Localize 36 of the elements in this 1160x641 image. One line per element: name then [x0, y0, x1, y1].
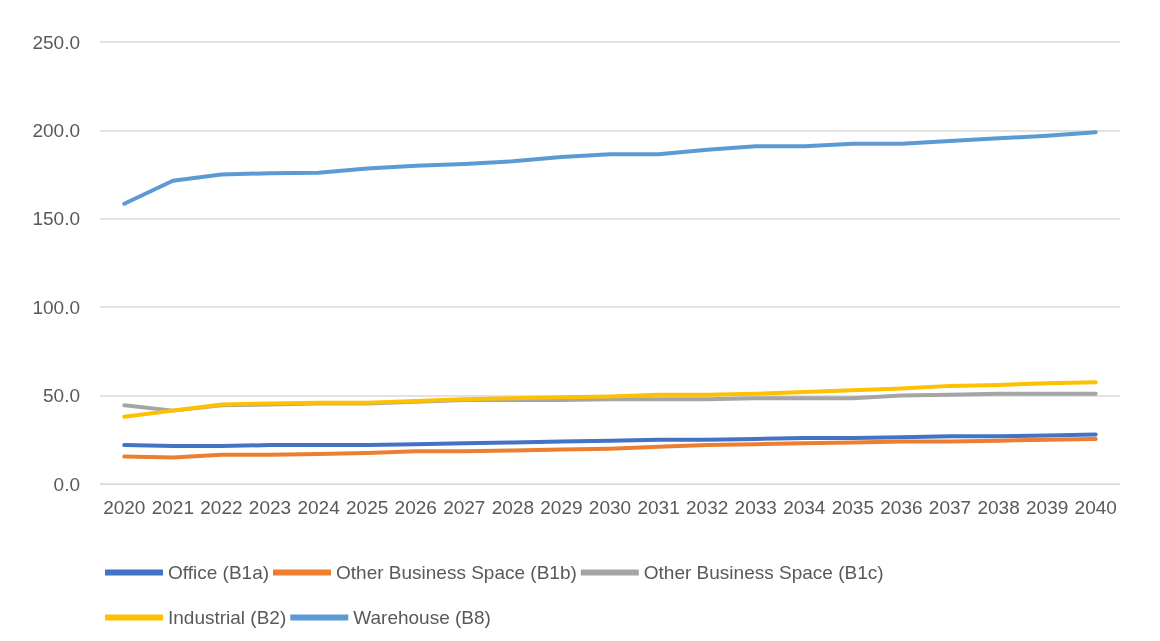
y-tick-label: 200.0	[32, 119, 80, 141]
x-tick-label: 2028	[491, 497, 534, 518]
x-tick-label: 2023	[248, 497, 292, 518]
x-tick-label: 2024	[297, 497, 341, 518]
y-tick-label: 250.0	[32, 31, 80, 53]
x-tick-label: 2030	[588, 497, 632, 518]
legend-label: Industrial (B2)	[168, 607, 287, 628]
x-tick-label: 2029	[540, 497, 583, 518]
x-tick-label: 2026	[394, 497, 437, 518]
x-tick-label: 2039	[1026, 497, 1069, 518]
y-tick-label: 50.0	[43, 385, 80, 407]
x-tick-label: 2038	[977, 497, 1020, 518]
x-tick-label: 2020	[103, 497, 146, 518]
line-series	[122, 436, 1098, 460]
x-tick-label: 2040	[1074, 497, 1117, 518]
x-tick-label: 2025	[346, 497, 389, 518]
y-tick-label: 100.0	[32, 296, 80, 318]
x-tick-label: 2032	[686, 497, 729, 518]
x-tick-label: 2036	[880, 497, 923, 518]
y-tick-label: 150.0	[32, 208, 80, 230]
x-tick-label: 2031	[637, 497, 680, 518]
x-tick-label: 2033	[734, 497, 777, 518]
line-series	[122, 380, 1098, 419]
x-tick-label: 2034	[783, 497, 826, 518]
line-series	[122, 130, 1098, 206]
legend-label: Office (B1a)	[168, 562, 270, 583]
x-tick-label: 2021	[151, 497, 194, 518]
legend-label: Other Business Space (B1c)	[643, 562, 884, 583]
line-series	[122, 432, 1098, 448]
x-tick-label: 2027	[443, 497, 486, 518]
x-tick-label: 2022	[200, 497, 243, 518]
legend-label: Other Business Space (B1b)	[336, 562, 577, 583]
y-tick-label: 0.0	[53, 473, 80, 495]
x-tick-label: 2037	[928, 497, 972, 518]
x-tick-label: 2035	[831, 497, 874, 518]
legend-label: Warehouse (B8)	[353, 607, 491, 628]
